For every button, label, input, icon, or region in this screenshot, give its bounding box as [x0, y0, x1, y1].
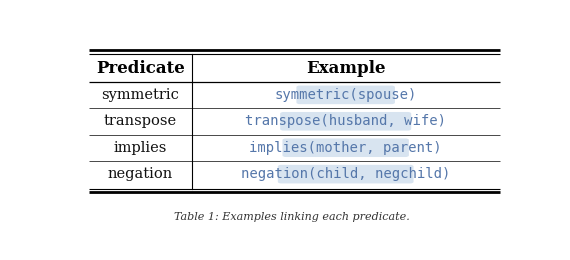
- Text: negation: negation: [108, 167, 173, 181]
- Text: transpose: transpose: [104, 114, 177, 128]
- FancyBboxPatch shape: [280, 112, 411, 131]
- Text: implies(mother, parent): implies(mother, parent): [249, 141, 442, 155]
- Text: Predicate: Predicate: [96, 60, 185, 77]
- Text: symmetric(spouse): symmetric(spouse): [275, 88, 417, 102]
- FancyBboxPatch shape: [283, 138, 409, 157]
- Text: negation(child, negchild): negation(child, negchild): [241, 167, 450, 181]
- FancyBboxPatch shape: [296, 86, 395, 104]
- Text: implies: implies: [113, 141, 167, 155]
- Text: transpose(husband, wife): transpose(husband, wife): [245, 114, 446, 128]
- Text: Table 1: Examples linking each predicate.: Table 1: Examples linking each predicate…: [174, 212, 410, 222]
- Text: symmetric: symmetric: [101, 88, 179, 102]
- Text: Example: Example: [306, 60, 385, 77]
- FancyBboxPatch shape: [278, 165, 414, 184]
